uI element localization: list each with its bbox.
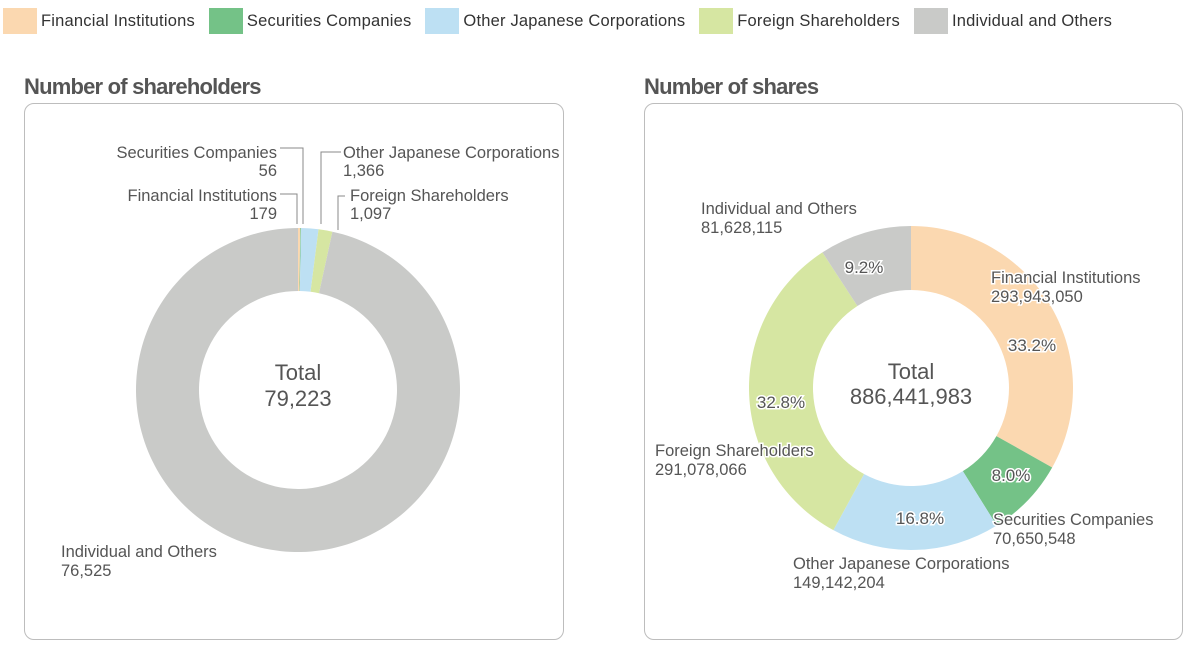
value-financial-institutions: 293,943,050: [991, 288, 1083, 306]
leader-line-securities: [280, 147, 304, 224]
value-securities-companies: 56: [259, 162, 277, 180]
percent-individual-and-others: 9.2%: [845, 258, 884, 277]
percent-other-japanese-corporations: 16.8%: [896, 509, 944, 528]
legend-swatch: [3, 8, 37, 34]
center-total-label: Total: [275, 360, 321, 385]
donut-slice-individual-and-others: [822, 226, 911, 306]
shares-chart-panel: Total 886,441,983 33.2% 8.0% 16.8% 32.8%…: [644, 103, 1183, 640]
legend-swatch: [913, 8, 948, 34]
label-foreign-shareholders: Foreign Shareholders: [655, 442, 814, 460]
shareholders-donut-chart: Total 79,223 Securities Companies 56 Fin…: [61, 144, 559, 580]
percent-foreign-shareholders: 32.8%: [757, 393, 805, 412]
donut-slice-other-japanese-corporations: [299, 228, 319, 292]
chart-legend: Financial Institutions Securities Compan…: [0, 6, 1200, 36]
label-securities-companies: Securities Companies: [117, 144, 278, 162]
percent-financial-institutions: 33.2%: [1008, 336, 1056, 355]
leader-line-financial: [280, 193, 298, 224]
shares-chart-title: Number of shares: [644, 74, 819, 99]
legend-swatch: [425, 8, 460, 34]
shares-donut-chart: Total 886,441,983 33.2% 8.0% 16.8% 32.8%…: [654, 199, 1156, 594]
label-other-japanese-corporations: Other Japanese Corporations: [343, 144, 559, 162]
label-securities-companies: Securities Companies: [993, 511, 1154, 529]
percent-securities-companies: 8.0%: [992, 466, 1031, 485]
center-total-value: 886,441,983: [850, 384, 972, 409]
donut-slice-individual-and-others: [136, 228, 460, 552]
legend-label: Securities Companies: [246, 11, 412, 30]
legend-label: Financial Institutions: [41, 11, 195, 30]
donut-slice-financial-institutions: [298, 228, 301, 292]
donut-slices: [749, 226, 1073, 550]
percent-labels: 33.2% 8.0% 16.8% 32.8% 9.2%: [755, 257, 1057, 530]
legend-item-individual-and-others: Individual and Others: [913, 8, 1113, 34]
label-financial-institutions: Financial Institutions: [128, 187, 278, 205]
value-other-japanese-corporations: 149,142,204: [793, 574, 885, 592]
legend-label: Foreign Shareholders: [737, 11, 900, 30]
donut-slice-securities-companies: [962, 436, 1053, 526]
shareholders-chart-panel: Total 79,223 Securities Companies 56 Fin…: [24, 103, 564, 640]
legend-item-securities-companies: Securities Companies: [208, 8, 412, 34]
value-securities-companies: 70,650,548: [993, 530, 1076, 548]
donut-slices: [136, 228, 460, 552]
donut-slice-foreign-shareholders: [310, 229, 333, 294]
value-foreign-shareholders: 1,097: [350, 205, 391, 223]
label-financial-institutions: Financial Institutions: [991, 269, 1141, 287]
value-foreign-shareholders: 291,078,066: [655, 461, 747, 479]
legend-item-other-japanese-corporations: Other Japanese Corporations: [425, 8, 685, 34]
leader-line-other-japanese: [320, 151, 341, 224]
donut-slice-other-japanese-corporations: [833, 471, 997, 550]
donut-slice-foreign-shareholders: [749, 252, 865, 531]
leader-lines: [280, 147, 345, 230]
legend-item-foreign-shareholders: Foreign Shareholders: [699, 8, 900, 34]
value-other-japanese-corporations: 1,366: [343, 162, 384, 180]
value-financial-institutions: 179: [249, 205, 277, 223]
label-individual-and-others: Individual and Others: [701, 200, 857, 218]
label-individual-and-others: Individual and Others: [61, 543, 217, 561]
legend-swatch: [208, 8, 243, 34]
value-individual-and-others: 76,525: [61, 562, 111, 580]
leader-line-foreign: [337, 195, 345, 230]
label-other-japanese-corporations: Other Japanese Corporations: [793, 555, 1009, 573]
donut-slice-financial-institutions: [911, 226, 1073, 468]
value-individual-and-others: 81,628,115: [701, 219, 782, 237]
category-labels: Financial Institutions 293,943,050 Secur…: [654, 199, 1156, 594]
legend-item-financial-institutions: Financial Institutions: [3, 8, 195, 34]
legend-label: Individual and Others: [951, 11, 1113, 30]
center-total-value: 79,223: [264, 386, 331, 411]
donut-slice-securities-companies: [299, 228, 302, 292]
label-foreign-shareholders: Foreign Shareholders: [350, 187, 509, 205]
shareholders-chart-title: Number of shareholders: [24, 74, 261, 99]
legend-swatch: [699, 8, 734, 34]
center-total-label: Total: [888, 359, 934, 384]
legend-label: Other Japanese Corporations: [463, 11, 686, 30]
